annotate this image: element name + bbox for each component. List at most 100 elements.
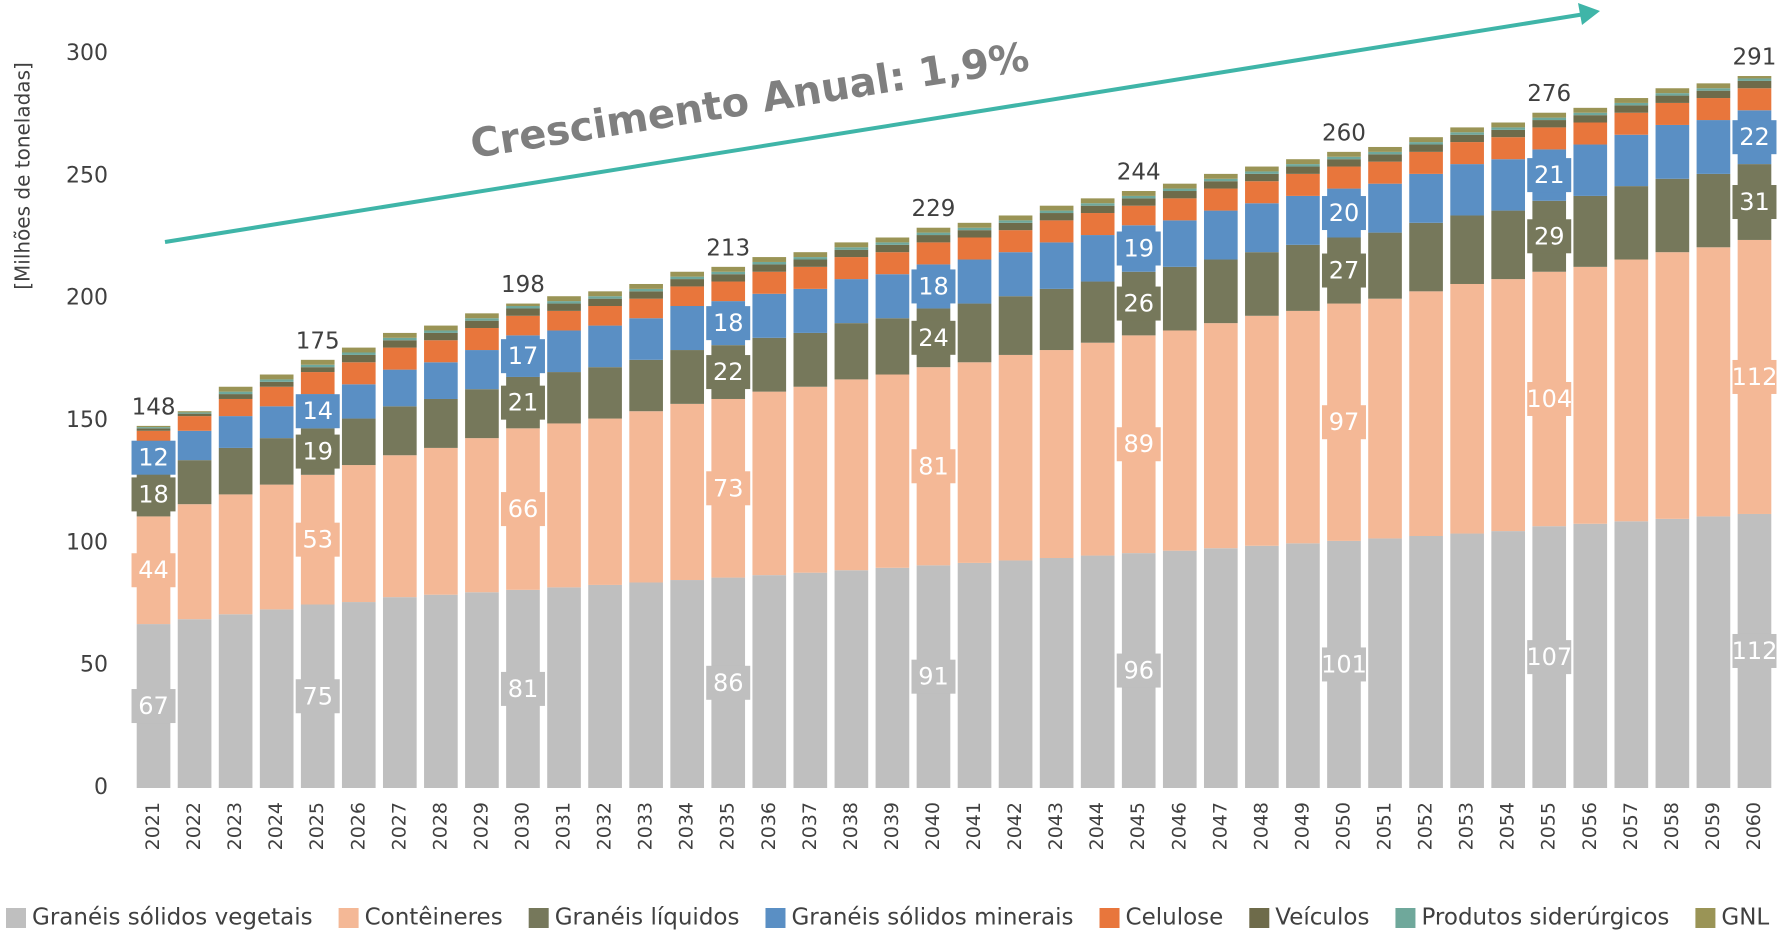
bar-segment — [1162, 220, 1197, 267]
bar-segment — [259, 374, 294, 380]
bar-segment — [793, 572, 828, 788]
bar-segment — [711, 281, 746, 302]
bar-segment — [793, 266, 828, 289]
x-tick-label: 2052 — [1415, 802, 1437, 850]
bar-segment — [629, 283, 663, 289]
bar-segment — [629, 411, 663, 583]
data-label: 31 — [1739, 188, 1770, 216]
bar-segment — [1491, 122, 1526, 128]
bar-segment — [875, 374, 910, 568]
bar-segment — [1573, 107, 1608, 113]
data-label: 14 — [302, 397, 333, 425]
x-tick-label: 2054 — [1497, 802, 1519, 850]
total-label: 244 — [1117, 160, 1161, 186]
bar-segment — [465, 318, 499, 321]
bar-segment — [957, 362, 992, 563]
bar-segment — [465, 389, 499, 439]
bar-segment — [136, 428, 171, 431]
x-tick-label: 2021 — [142, 802, 164, 850]
bar-segment — [793, 332, 828, 387]
data-label-box — [1732, 633, 1777, 668]
bar-segment — [300, 372, 335, 395]
total-label: 276 — [1527, 81, 1571, 107]
bar-segment — [793, 259, 828, 267]
data-label: 26 — [1123, 290, 1154, 318]
bar-segment — [1203, 178, 1238, 182]
bar-segment — [1080, 555, 1115, 788]
bar-segment — [136, 430, 171, 444]
legend-swatch — [1249, 908, 1270, 928]
data-label-box — [1116, 427, 1161, 462]
bar-segment — [752, 575, 787, 788]
bar-segment — [834, 279, 869, 324]
bar-segment — [752, 337, 787, 392]
bar-segment — [670, 279, 705, 287]
bar-segment — [629, 298, 663, 319]
bar-segment — [957, 259, 992, 304]
bar-segment — [1039, 350, 1074, 559]
bar-segment — [875, 242, 910, 245]
data-label: 73 — [713, 474, 744, 502]
bar-segment — [834, 242, 869, 248]
bar-segment — [875, 318, 910, 375]
bar-segment — [259, 438, 294, 485]
x-tick-label: 2048 — [1250, 802, 1272, 850]
bar-segment — [1327, 151, 1361, 157]
bar-segment — [1573, 112, 1608, 116]
bar-segment — [1245, 203, 1279, 253]
x-tick-label: 2057 — [1620, 802, 1642, 850]
x-tick-label: 2036 — [758, 802, 780, 850]
bar-segment — [547, 296, 581, 302]
bar-segment — [1121, 198, 1156, 206]
bar-segment — [1573, 122, 1608, 145]
bar-segment — [957, 227, 992, 231]
legend-swatch — [528, 908, 549, 928]
bar-segment — [998, 230, 1033, 253]
bar-segment — [1080, 281, 1115, 343]
bar-segment — [875, 567, 910, 788]
data-label: 20 — [1329, 199, 1360, 227]
bar-segment — [1080, 205, 1115, 214]
bar-segment — [1655, 518, 1690, 788]
bar-segment — [1737, 76, 1772, 79]
bar-segment — [259, 379, 294, 382]
data-label-box — [1527, 381, 1572, 416]
bar-segment — [424, 332, 458, 341]
data-label: 67 — [138, 692, 169, 720]
bar-segment — [670, 403, 705, 581]
x-tick-label: 2046 — [1168, 802, 1190, 850]
bar-segment — [1532, 127, 1567, 150]
bar-segment — [506, 306, 540, 309]
bar-segment — [424, 398, 458, 448]
bar-segment — [1203, 323, 1238, 549]
bar-segment — [259, 406, 294, 439]
data-label: 44 — [138, 556, 169, 584]
bar-segment — [1491, 127, 1526, 130]
x-tick-label: 2035 — [717, 802, 739, 850]
data-label-box — [131, 477, 176, 512]
bar-segment — [629, 359, 663, 412]
bar-segment — [1080, 342, 1115, 556]
bar-segment — [341, 384, 376, 419]
bar-segment — [1696, 90, 1731, 99]
x-tick-label: 2055 — [1538, 802, 1560, 850]
bar-segment — [834, 249, 869, 258]
bar-segment — [752, 257, 787, 262]
bar-segment — [259, 484, 294, 610]
bar-segment — [834, 257, 869, 280]
bar-segment — [629, 291, 663, 299]
bar-segment — [957, 230, 992, 238]
bar-segment — [424, 594, 458, 788]
bar-segment — [1121, 195, 1156, 199]
data-label: 22 — [1739, 123, 1770, 151]
data-label-box — [706, 355, 751, 390]
y-tick-label: 100 — [66, 530, 108, 555]
bar-segment — [465, 438, 499, 593]
x-tick-label: 2047 — [1209, 802, 1231, 850]
bar-segment — [424, 325, 458, 331]
bar-segment — [957, 222, 992, 228]
data-label-box — [500, 492, 545, 527]
bar-segment — [218, 614, 253, 788]
bar-segment — [382, 332, 417, 338]
